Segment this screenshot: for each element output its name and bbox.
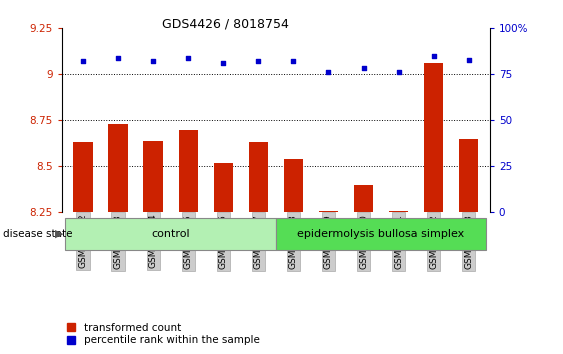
Point bbox=[254, 59, 263, 64]
Bar bbox=[65, 218, 276, 250]
Bar bbox=[424, 63, 443, 212]
Point bbox=[219, 61, 228, 66]
Point bbox=[324, 70, 333, 75]
Point bbox=[114, 55, 123, 61]
Bar bbox=[389, 211, 408, 212]
Point bbox=[429, 53, 438, 59]
Point bbox=[149, 59, 158, 64]
Text: ▶: ▶ bbox=[55, 229, 64, 239]
Bar bbox=[319, 211, 338, 212]
Point bbox=[78, 59, 87, 64]
Text: GDS4426 / 8018754: GDS4426 / 8018754 bbox=[162, 18, 289, 31]
Bar bbox=[144, 141, 163, 212]
Bar bbox=[249, 142, 268, 212]
Bar bbox=[109, 124, 128, 212]
Bar bbox=[284, 159, 303, 212]
Bar bbox=[73, 142, 93, 212]
Bar bbox=[459, 139, 479, 212]
Text: control: control bbox=[151, 229, 190, 239]
Text: epidermolysis bullosa simplex: epidermolysis bullosa simplex bbox=[297, 229, 464, 239]
Text: disease state: disease state bbox=[3, 229, 72, 239]
Bar bbox=[178, 130, 198, 212]
Point bbox=[359, 65, 368, 71]
Bar bbox=[354, 185, 373, 212]
Bar bbox=[213, 163, 233, 212]
Legend: transformed count, percentile rank within the sample: transformed count, percentile rank withi… bbox=[67, 322, 260, 345]
Bar bbox=[276, 218, 486, 250]
Point bbox=[394, 70, 403, 75]
Point bbox=[289, 59, 298, 64]
Point bbox=[184, 55, 193, 61]
Point bbox=[464, 57, 473, 62]
